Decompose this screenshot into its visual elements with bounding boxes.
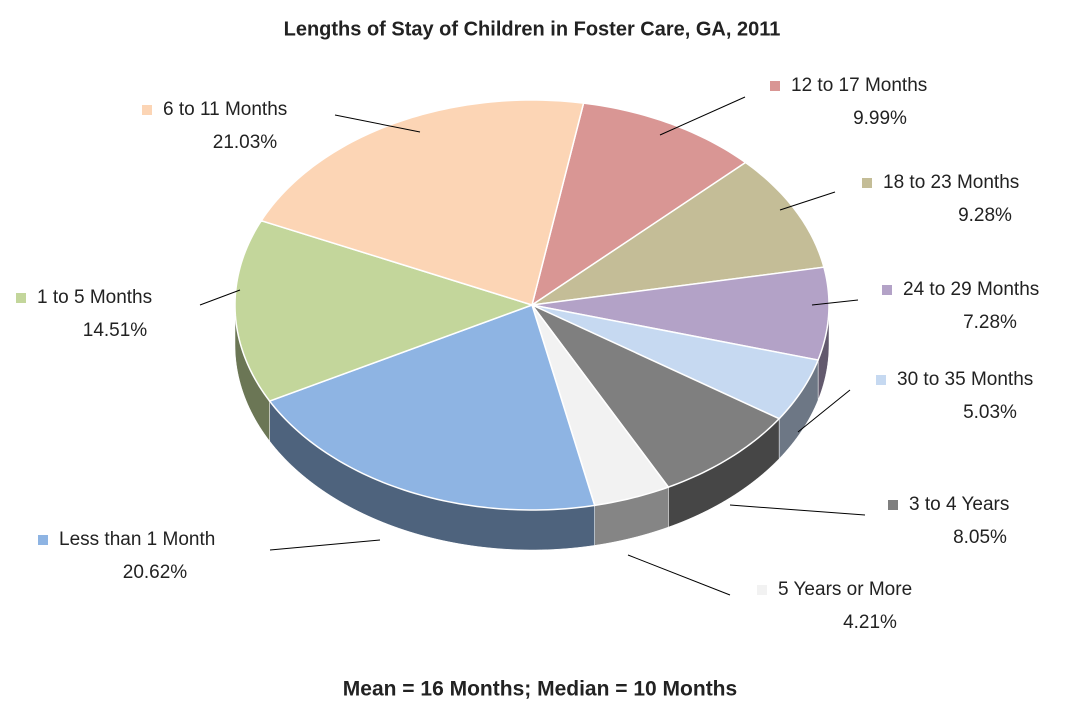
category-label: 5 Years or More	[778, 579, 912, 600]
legend-key	[142, 105, 152, 115]
category-label: 6 to 11 Months	[163, 99, 287, 120]
category-label: 1 to 5 Months	[37, 287, 152, 308]
value-label: 20.62%	[123, 562, 188, 583]
category-label: 24 to 29 Months	[903, 279, 1039, 300]
leader-line	[779, 191, 836, 211]
slice	[268, 304, 596, 511]
legend-key	[876, 375, 886, 385]
value-label: 8.05%	[953, 527, 1007, 548]
value-label: 21.03%	[213, 132, 278, 153]
category-label: 3 to 4 Years	[909, 494, 1009, 515]
legend-key	[882, 285, 892, 295]
slice	[531, 304, 781, 489]
value-label: 9.28%	[958, 205, 1012, 226]
legend-key	[757, 585, 767, 595]
leader-line	[199, 289, 241, 306]
slice	[531, 304, 820, 420]
value-label: 9.99%	[853, 108, 907, 129]
leader-line	[797, 389, 851, 433]
legend-key	[770, 81, 780, 91]
leader-line	[729, 504, 866, 516]
category-label: 18 to 23 Months	[883, 172, 1019, 193]
slice	[531, 266, 830, 361]
legend-key	[38, 535, 48, 545]
value-label: 4.21%	[843, 612, 897, 633]
legend-key	[888, 500, 898, 510]
leader-line	[269, 539, 381, 551]
category-label: 12 to 17 Months	[791, 75, 927, 96]
leader-line	[811, 299, 859, 306]
category-label: Less than 1 Month	[59, 529, 215, 550]
footnote: Mean = 16 Months; Median = 10 Months	[343, 678, 737, 701]
value-label: 5.03%	[963, 402, 1017, 423]
slice	[531, 304, 670, 507]
leader-line	[627, 554, 731, 596]
leader-line	[334, 114, 421, 133]
slice	[531, 161, 825, 306]
slice	[260, 99, 585, 306]
slice	[234, 219, 535, 402]
leader-line	[659, 96, 746, 136]
value-label: 14.51%	[83, 320, 148, 341]
slice	[530, 102, 747, 307]
category-label: 30 to 35 Months	[897, 369, 1033, 390]
legend-key	[16, 293, 26, 303]
chart-title: Lengths of Stay of Children in Foster Ca…	[284, 18, 781, 40]
value-label: 7.28%	[963, 312, 1017, 333]
legend-key	[862, 178, 872, 188]
